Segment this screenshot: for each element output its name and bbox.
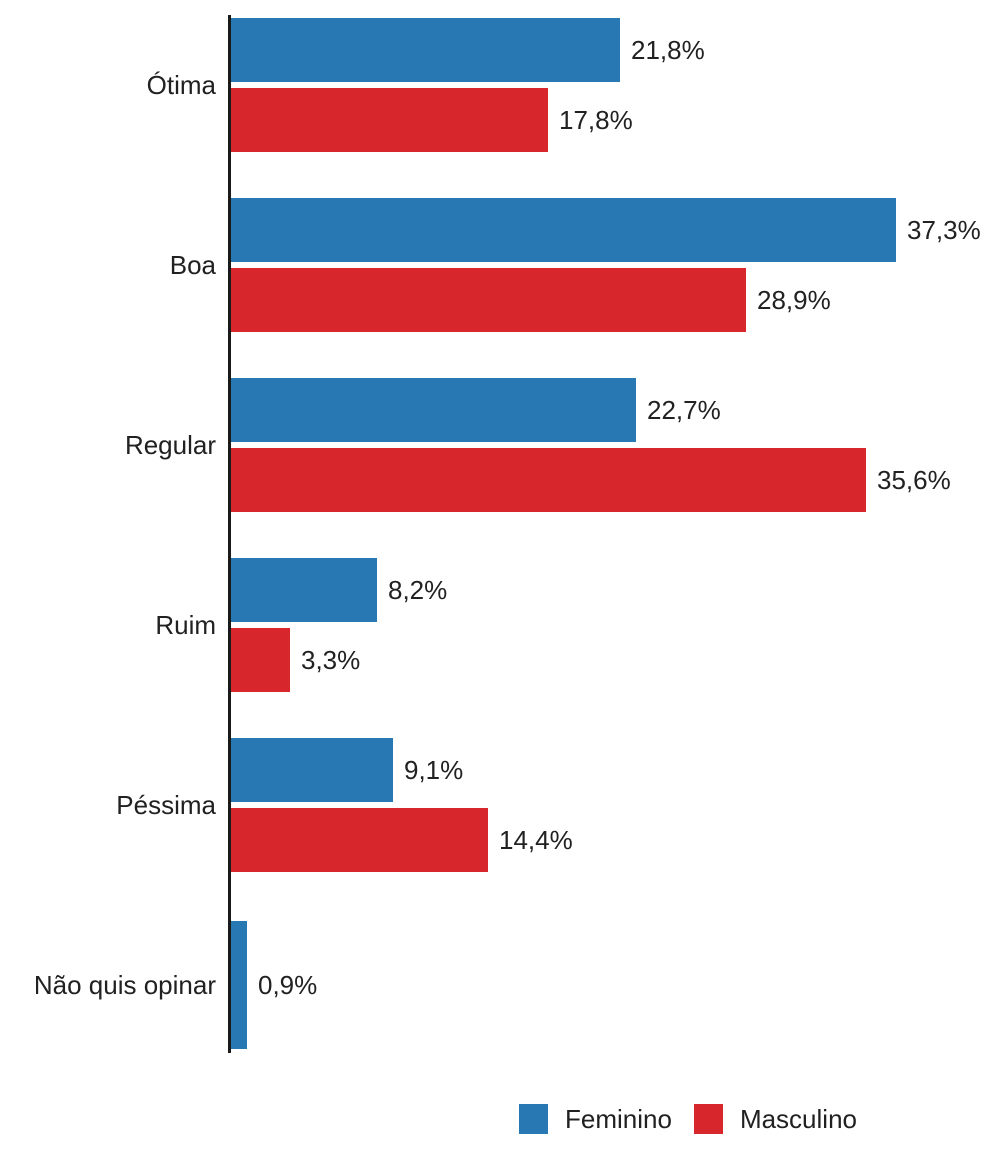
- y-axis-line: [228, 15, 231, 1053]
- legend-label-masculino: Masculino: [739, 1104, 857, 1134]
- bar-masculino-boa: [231, 268, 746, 332]
- legend-label-feminino: Feminino: [565, 1104, 672, 1134]
- bar-feminino-ruim: [231, 558, 377, 622]
- legend-item-feminino: Feminino: [519, 1104, 672, 1134]
- legend-item-masculino: Masculino: [693, 1104, 857, 1134]
- category-label-regular: Regular: [124, 430, 216, 460]
- bar-masculino-pessima: [231, 808, 488, 872]
- bar-masculino-otima: [231, 88, 548, 152]
- value-label-feminino-regular: 22,7%: [647, 395, 721, 425]
- value-label-masculino-ruim: 3,3%: [301, 645, 361, 675]
- value-label-masculino-regular: 35,6%: [877, 465, 951, 495]
- bar-feminino-regular: [231, 378, 636, 442]
- bar-feminino-boa: [231, 198, 896, 262]
- bar-feminino-otima: [231, 18, 620, 82]
- category-label-otima: Ótima: [146, 70, 216, 100]
- legend: Feminino Masculino: [519, 1104, 857, 1134]
- value-label-masculino-pessima: 14,4%: [499, 825, 573, 855]
- value-label-feminino-pessima: 9,1%: [404, 755, 464, 785]
- bar-masculino-regular: [231, 448, 866, 512]
- bar-feminino-nao-quis-opinar: [231, 921, 247, 1049]
- value-label-feminino-nao-quis-opinar: 0,9%: [258, 970, 318, 1000]
- bar-feminino-pessima: [231, 738, 393, 802]
- category-label-pessima: Péssima: [116, 790, 216, 820]
- legend-swatch-masculino-icon: [693, 1104, 723, 1134]
- value-label-masculino-otima: 17,8%: [559, 105, 633, 135]
- value-label-masculino-boa: 28,9%: [757, 285, 831, 315]
- category-label-ruim: Ruim: [155, 610, 216, 640]
- category-label-boa: Boa: [169, 250, 216, 280]
- bar-masculino-ruim: [231, 628, 290, 692]
- value-label-feminino-boa: 37,3%: [907, 215, 981, 245]
- category-label-nao-quis-opinar: Não quis opinar: [33, 970, 216, 1000]
- value-label-feminino-ruim: 8,2%: [388, 575, 448, 605]
- value-label-feminino-otima: 21,8%: [631, 35, 705, 65]
- legend-swatch-feminino-icon: [519, 1104, 548, 1134]
